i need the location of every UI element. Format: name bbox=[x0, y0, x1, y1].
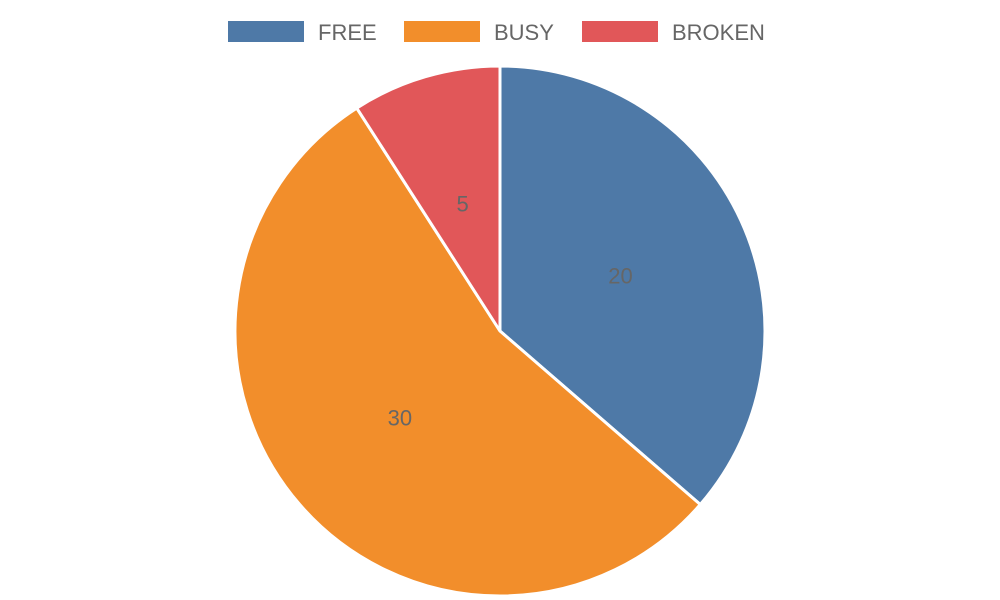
slice-value-free: 20 bbox=[608, 263, 632, 288]
slice-value-busy: 30 bbox=[388, 405, 412, 430]
legend-item-free[interactable]: FREE bbox=[228, 20, 377, 45]
pie-slices bbox=[233, 64, 767, 598]
legend-swatch-broken bbox=[582, 21, 658, 42]
slice-value-broken: 5 bbox=[457, 191, 469, 216]
legend-item-busy[interactable]: BUSY bbox=[404, 20, 554, 45]
legend-item-broken[interactable]: BROKEN bbox=[582, 20, 765, 45]
legend-label-free: FREE bbox=[318, 20, 377, 45]
legend: FREE BUSY BROKEN bbox=[228, 20, 765, 45]
legend-label-broken: BROKEN bbox=[672, 20, 765, 45]
slice-labels: 20 30 5 bbox=[388, 191, 633, 430]
pie-slice-free[interactable] bbox=[498, 64, 767, 507]
legend-label-busy: BUSY bbox=[494, 20, 554, 45]
pie-slice-busy[interactable] bbox=[233, 106, 702, 598]
legend-swatch-busy bbox=[404, 21, 480, 42]
legend-swatch-free bbox=[228, 21, 304, 42]
pie-slice-broken[interactable] bbox=[355, 64, 502, 333]
